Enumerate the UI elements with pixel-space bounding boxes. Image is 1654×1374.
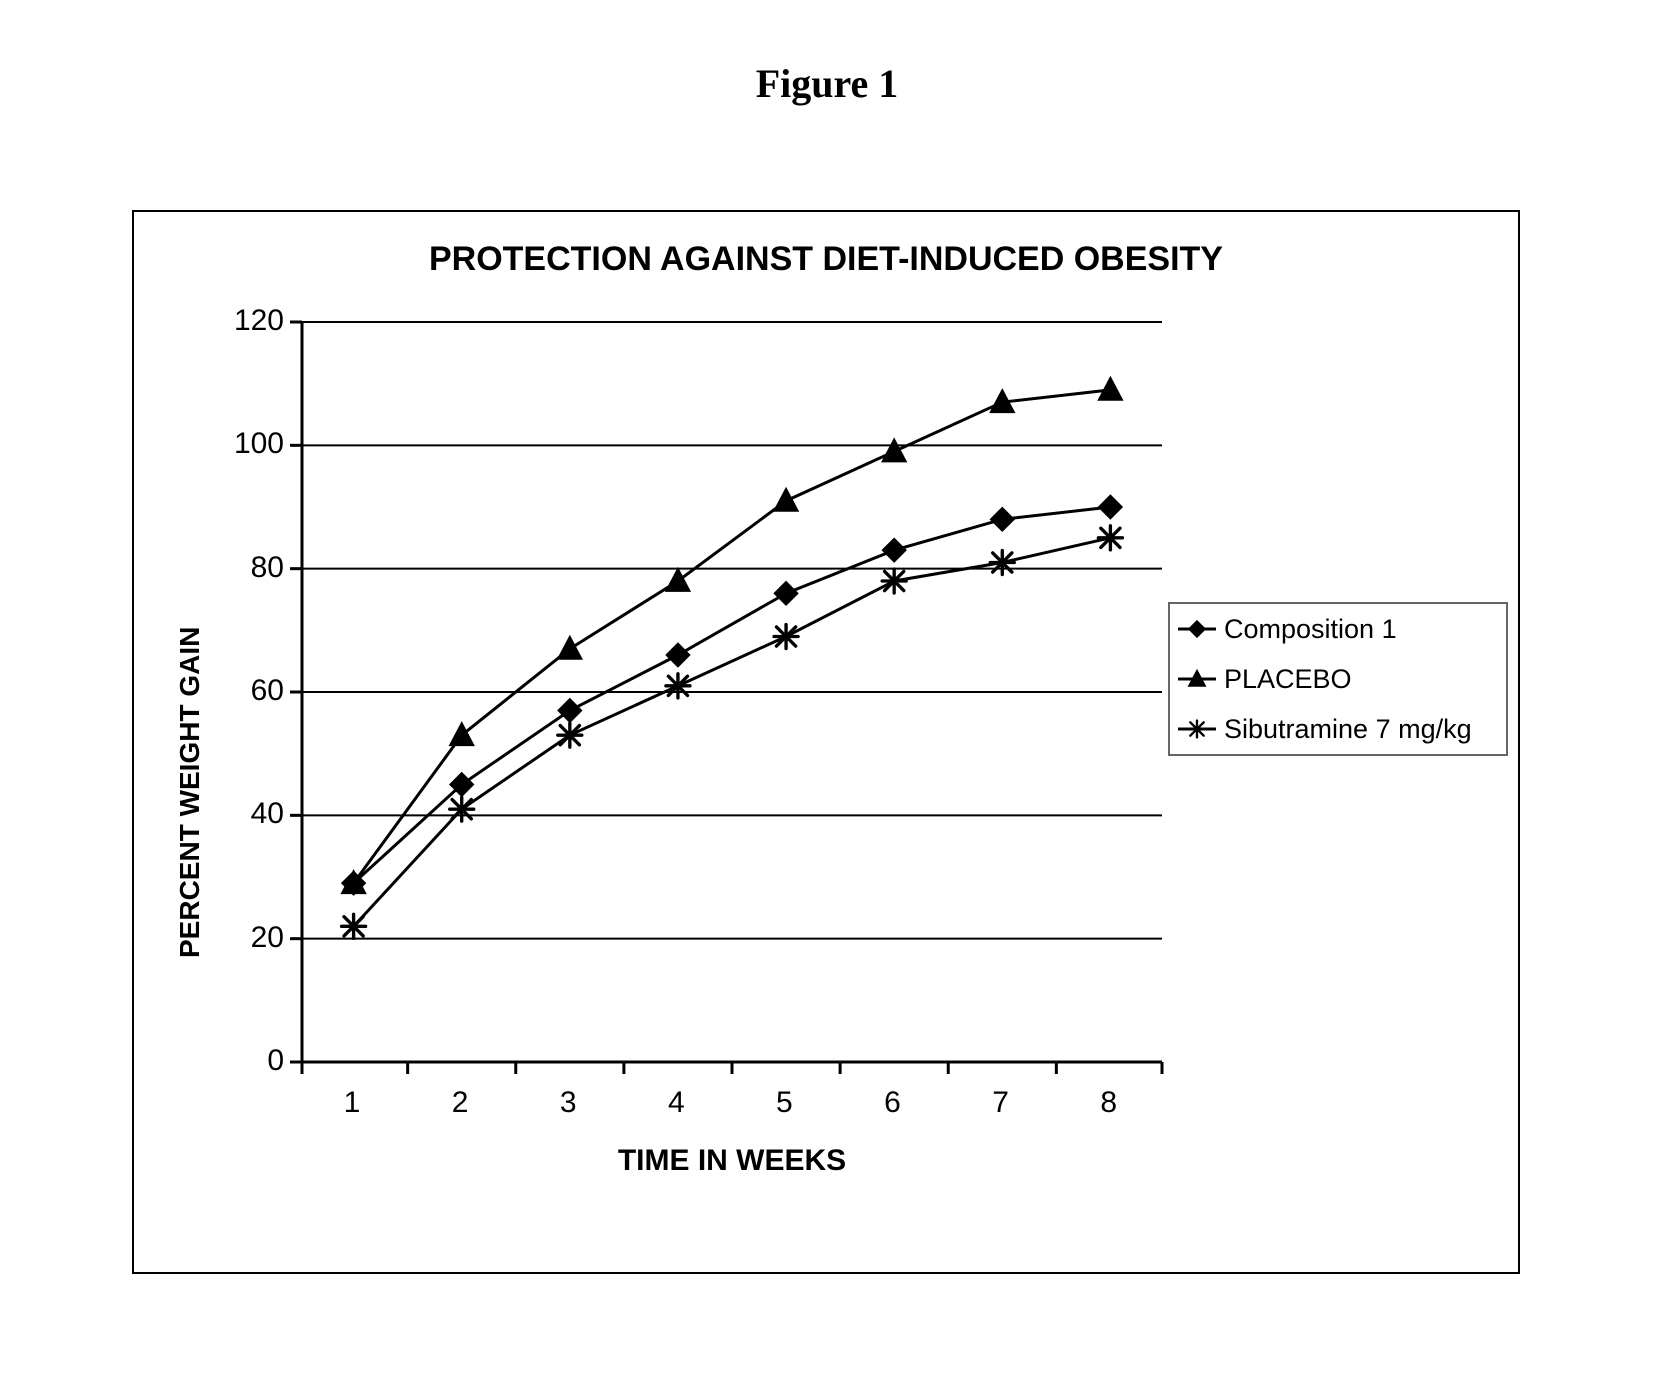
x-axis-label: TIME IN WEEKS xyxy=(302,1144,1162,1178)
legend-swatch xyxy=(1176,719,1218,739)
marker-triangle-icon xyxy=(774,488,799,511)
marker-diamond-icon xyxy=(882,538,906,562)
x-tick-label: 1 xyxy=(344,1086,361,1120)
marker-triangle-icon xyxy=(449,722,474,745)
marker-triangle-icon xyxy=(882,439,907,462)
y-tick-label: 80 xyxy=(251,551,284,585)
marker-diamond-icon xyxy=(990,507,1014,531)
marker-diamond-icon xyxy=(666,643,690,667)
marker-star-icon xyxy=(1098,526,1122,550)
legend-label: PLACEBO xyxy=(1224,664,1352,695)
x-tick-label: 7 xyxy=(992,1086,1009,1120)
y-tick-label: 20 xyxy=(251,921,284,955)
marker-star-icon xyxy=(342,914,366,938)
legend: Composition 1 PLACEBO Sibutramine 7 mg/kg xyxy=(1168,602,1508,756)
x-tick-label: 8 xyxy=(1100,1086,1117,1120)
x-tick-label: 6 xyxy=(884,1086,901,1120)
legend-item: Sibutramine 7 mg/kg xyxy=(1170,704,1506,754)
y-tick-label: 120 xyxy=(234,304,284,338)
marker-diamond-icon xyxy=(1189,621,1206,638)
plot-area xyxy=(302,322,1162,1062)
figure-caption: Figure 1 xyxy=(0,60,1654,107)
marker-star-icon xyxy=(450,797,474,821)
legend-item: PLACEBO xyxy=(1170,654,1506,704)
legend-item: Composition 1 xyxy=(1170,604,1506,654)
marker-triangle-icon xyxy=(666,568,691,591)
marker-triangle-icon xyxy=(557,636,582,659)
chart-frame: PROTECTION AGAINST DIET-INDUCED OBESITY … xyxy=(132,210,1520,1274)
plot-svg xyxy=(302,322,1162,1062)
y-tick-label: 0 xyxy=(267,1044,284,1078)
marker-star-icon xyxy=(774,625,798,649)
page: Figure 1 PROTECTION AGAINST DIET-INDUCED… xyxy=(0,0,1654,1374)
legend-label: Composition 1 xyxy=(1224,614,1397,645)
y-tick-label: 100 xyxy=(234,427,284,461)
marker-diamond-icon xyxy=(558,699,582,723)
legend-swatch xyxy=(1176,619,1218,639)
marker-star-icon xyxy=(882,569,906,593)
marker-triangle-icon xyxy=(1098,377,1123,400)
chart-title: PROTECTION AGAINST DIET-INDUCED OBESITY xyxy=(134,240,1518,279)
x-tick-label: 3 xyxy=(560,1086,577,1120)
y-tick-label: 60 xyxy=(251,674,284,708)
marker-star-icon xyxy=(990,551,1014,575)
x-tick-label: 4 xyxy=(668,1086,685,1120)
legend-swatch-svg xyxy=(1176,619,1218,639)
y-tick-label: 40 xyxy=(251,797,284,831)
legend-swatch xyxy=(1176,669,1218,689)
x-tick-label: 5 xyxy=(776,1086,793,1120)
marker-diamond-icon xyxy=(774,581,798,605)
legend-label: Sibutramine 7 mg/kg xyxy=(1224,714,1472,745)
marker-diamond-icon xyxy=(1098,495,1122,519)
legend-swatch-svg xyxy=(1176,719,1218,739)
legend-swatch-svg xyxy=(1176,669,1218,689)
marker-star-icon xyxy=(666,674,690,698)
x-tick-label: 2 xyxy=(452,1086,469,1120)
marker-star-icon xyxy=(558,723,582,747)
marker-star-icon xyxy=(1189,721,1206,738)
y-axis-label: PERCENT WEIGHT GAIN xyxy=(174,627,206,958)
